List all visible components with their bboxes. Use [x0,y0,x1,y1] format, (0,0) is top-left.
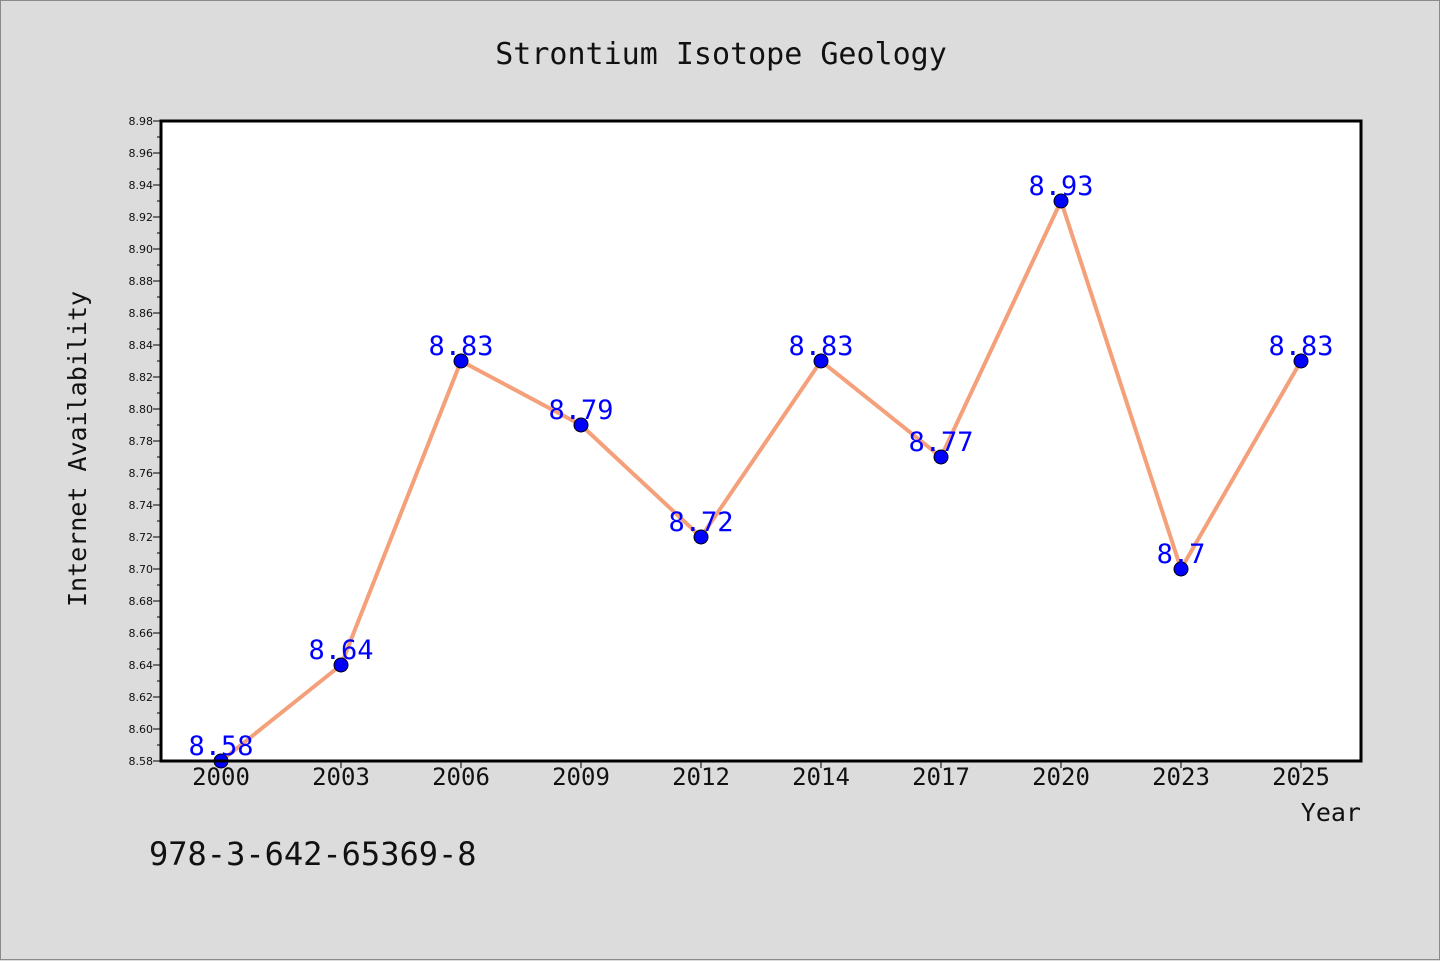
data-point-marker [573,417,589,433]
x-axis-label: Year [1301,798,1361,827]
y-tick-label: 8.62 [129,691,154,704]
data-value-label: 8.77 [908,427,973,458]
y-axis-label: Internet Availability [63,291,92,607]
y-tick-label: 8.94 [129,179,154,192]
data-value-label: 8.64 [308,635,373,666]
data-value-label: 8.58 [188,731,253,762]
y-tick-label: 8.60 [129,723,154,736]
y-tick-label: 8.74 [129,499,154,512]
y-tick-label: 8.84 [129,339,154,352]
y-tick-label: 8.72 [129,531,154,544]
data-point-marker [1053,193,1069,209]
y-tick-label: 8.70 [129,563,154,576]
y-tick-label: 8.66 [129,627,154,640]
y-tick-label: 8.58 [129,755,154,768]
x-tick-label: 2020 [1032,763,1090,791]
series-line [219,199,1303,763]
data-labels: 8.58 8.64 8.83 8.79 8.72 8.83 8.77 8.93 8.7 8.83 [188,171,1333,762]
y-axis-ticks: 8.58 8.60 8.62 8.64 8.66 8.68 8.70 8.72 8.74 8.76… [129,115,161,768]
data-value-label: 8.83 [1268,331,1333,362]
data-point-marker [453,353,469,369]
data-value-label: 8.83 [428,331,493,362]
y-tick-label: 8.64 [129,659,154,672]
x-tick-label: 2003 [312,763,370,791]
x-tick-label: 2025 [1272,763,1330,791]
y-tick-label: 8.92 [129,211,154,224]
y-tick-label: 8.98 [129,115,154,128]
data-point-marker [1173,561,1189,577]
series-line-group [219,199,1303,763]
data-point-marker [813,353,829,369]
isbn-footer: 978-3-642-65369-8 [149,835,477,873]
chart-title: Strontium Isotope Geology [495,37,947,72]
y-tick-label: 8.68 [129,595,154,608]
data-value-label: 8.83 [788,331,853,362]
y-tick-label: 8.88 [129,275,154,288]
y-tick-label: 8.82 [129,371,154,384]
x-tick-label: 2014 [792,763,850,791]
x-axis-ticks: 2000 2003 2006 2009 2012 2014 2017 2020 2023 2025 [192,761,1330,791]
data-value-label: 8.79 [548,395,613,426]
y-tick-label: 8.96 [129,147,154,160]
data-point-marker [933,449,949,465]
plot-area [161,121,1361,761]
x-tick-label: 2006 [432,763,490,791]
x-tick-label: 2012 [672,763,730,791]
data-point-marker [1293,353,1309,369]
data-point-marker [693,529,709,545]
x-tick-label: 2009 [552,763,610,791]
x-tick-label: 2023 [1152,763,1210,791]
data-point-marker [333,657,349,673]
y-tick-label: 8.80 [129,403,154,416]
y-tick-label: 8.78 [129,435,154,448]
data-value-label: 8.72 [668,507,733,538]
y-tick-label: 8.90 [129,243,154,256]
data-value-label: 8.7 [1157,539,1206,570]
data-value-label: 8.93 [1028,171,1093,202]
x-tick-label: 2017 [912,763,970,791]
y-tick-label: 8.76 [129,467,154,480]
plot-border [159,119,1363,763]
y-tick-label: 8.86 [129,307,154,320]
